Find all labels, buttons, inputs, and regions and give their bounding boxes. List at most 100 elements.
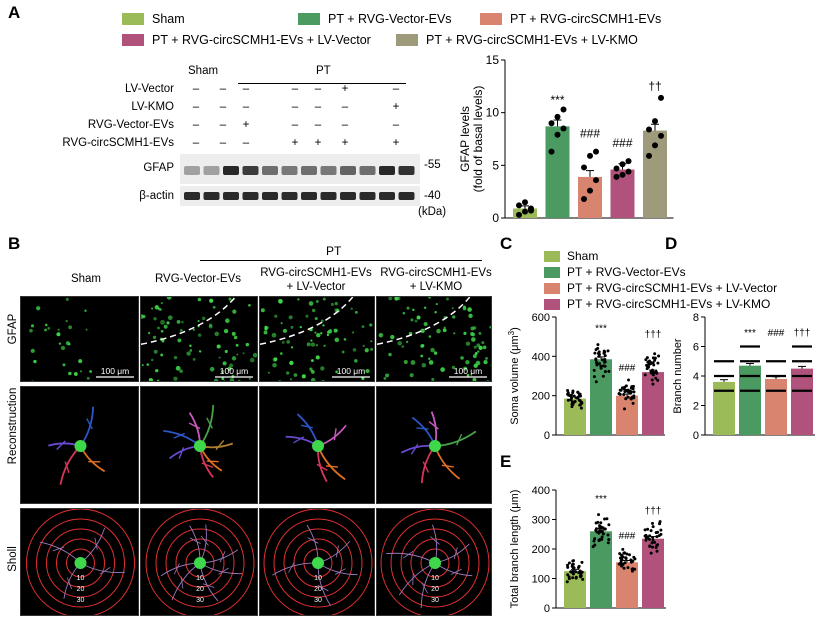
- gfap-signal: [233, 335, 238, 340]
- gfap-signal: [467, 307, 472, 312]
- micro-col-lv-vector: RVG-circSCMH1-EVs + LV-Vector: [260, 267, 372, 293]
- gfap-signal: [228, 297, 232, 301]
- data-point: [587, 152, 593, 159]
- data-point: [593, 351, 597, 355]
- wb-cell: –: [341, 119, 349, 131]
- significance-label: †††: [794, 328, 811, 339]
- data-point: [560, 125, 567, 132]
- gfap-signal: [476, 343, 481, 348]
- wb-cell: –: [242, 137, 250, 149]
- gfap-signal: [423, 321, 428, 327]
- sholl-ring: [410, 538, 460, 588]
- bar: [791, 368, 813, 435]
- data-point: [648, 359, 652, 363]
- panel-letter-b: B: [8, 234, 21, 253]
- data-point: [626, 566, 630, 570]
- gfap-signal: [166, 297, 172, 300]
- significance-label: ††: [648, 79, 661, 93]
- y-tick-label: 600: [532, 312, 550, 324]
- data-point: [568, 394, 572, 398]
- sholl-image: 10 20 30: [140, 508, 258, 616]
- data-point: [567, 575, 571, 579]
- gfap-signal: [383, 377, 387, 380]
- sholl-image: 10 20 30: [259, 508, 375, 616]
- data-point: [603, 350, 607, 354]
- data-point: [658, 94, 664, 101]
- sub-branch: [189, 537, 201, 544]
- sub-branch: [450, 568, 462, 575]
- wb-header-sham: Sham: [188, 65, 219, 77]
- branch: [434, 430, 477, 447]
- gfap-signal: [477, 350, 480, 353]
- bar: [713, 381, 735, 435]
- gfap-signal: [229, 378, 235, 381]
- gfap-signal: [79, 370, 83, 373]
- soma: [194, 440, 206, 452]
- bar: [545, 126, 570, 218]
- gfap-signal: [310, 339, 313, 342]
- gfap-signal: [229, 363, 234, 368]
- actin-band: [281, 192, 298, 200]
- gfap-signal: [322, 324, 325, 327]
- wb-cell: –: [291, 101, 299, 113]
- sub-branch: [202, 583, 215, 589]
- data-point: [578, 403, 582, 407]
- gfap-band: [359, 166, 376, 175]
- scale-bar-label: 100 μm: [337, 366, 366, 376]
- wb-cell: –: [392, 119, 400, 131]
- sholl-ring: [380, 509, 490, 615]
- gfap-signal: [278, 380, 282, 381]
- data-point: [651, 361, 655, 365]
- gfap-signal: [65, 297, 69, 301]
- y-tick-label: 0: [544, 430, 550, 442]
- gfap-signal: [414, 319, 418, 323]
- data-point: [569, 570, 573, 574]
- gfap-signal: [197, 333, 202, 337]
- wb-row-label: RVG-Vector-EVs: [87, 119, 174, 131]
- gfap-signal: [232, 309, 237, 314]
- data-point: [652, 142, 658, 149]
- soma: [312, 440, 324, 452]
- gfap-signal: [216, 344, 221, 349]
- gfap-signal: [249, 357, 255, 363]
- data-point: [594, 357, 598, 361]
- sub-branch: [173, 563, 180, 575]
- gfap-signal: [361, 325, 365, 328]
- gfap-signal: [297, 298, 300, 301]
- significance-label: ###: [580, 127, 600, 141]
- data-point: [605, 517, 609, 521]
- sholl-ring: [36, 518, 125, 608]
- data-point: [656, 361, 660, 365]
- gfap-signal: [163, 324, 168, 329]
- data-point: [627, 553, 631, 557]
- gfap-signal: [341, 350, 345, 354]
- gfap-signal: [362, 344, 365, 348]
- wb-cell: –: [219, 83, 227, 95]
- infarct-border: [141, 297, 236, 346]
- data-point: [650, 378, 654, 382]
- gfap-signal: [273, 357, 278, 362]
- y-tick-label: 400: [532, 485, 550, 497]
- significance-label: ###: [768, 328, 785, 339]
- y-tick-label: 10: [486, 106, 500, 120]
- data-point: [548, 120, 555, 127]
- gfap-band: [203, 166, 220, 175]
- sholl-image: 10 20 30: [376, 508, 492, 616]
- gfap-signal: [160, 301, 164, 305]
- gfap-signal: [151, 307, 154, 310]
- gfap-signal: [166, 321, 170, 325]
- data-point: [587, 187, 593, 194]
- legend-swatch: [480, 13, 502, 25]
- soma: [194, 557, 206, 569]
- gfap-signal: [157, 307, 161, 311]
- data-point: [652, 118, 658, 125]
- gfap-signal: [181, 321, 184, 324]
- sub-branch: [325, 465, 339, 468]
- data-point: [619, 388, 623, 392]
- data-point: [593, 543, 597, 547]
- gfap-image: 100 μm: [20, 296, 139, 382]
- gfap-signal: [286, 371, 290, 375]
- data-point: [629, 560, 633, 564]
- wb-actin-label: β-actin: [139, 190, 174, 202]
- gfap-signal: [388, 352, 392, 357]
